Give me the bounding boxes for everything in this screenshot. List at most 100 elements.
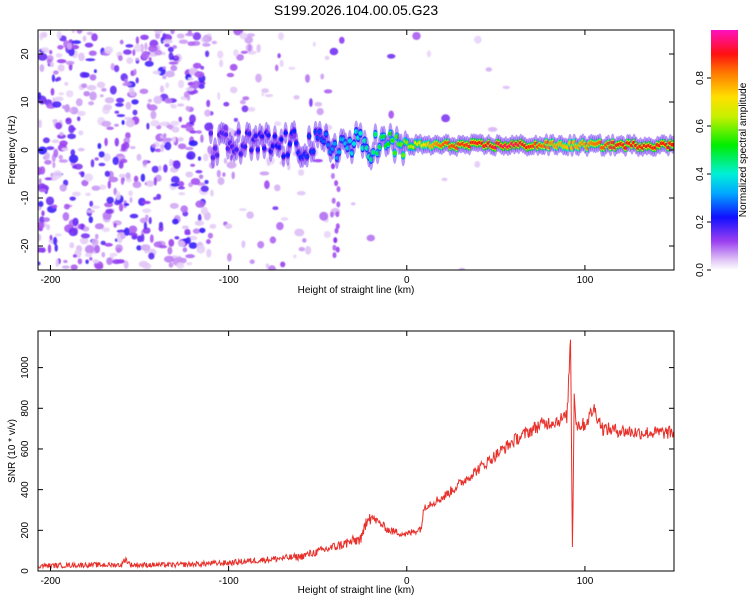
spectrogram-noise-blob <box>94 223 104 230</box>
spectrogram-noise-blob <box>116 229 127 233</box>
spectrogram-noise-blob <box>107 180 112 189</box>
spectrogram-noise-blob <box>261 92 265 97</box>
spectrogram-noise-blob <box>190 163 196 167</box>
spectrogram-noise-blob <box>63 259 68 264</box>
spectrogram-noise-blob <box>101 227 110 233</box>
spectrogram-noise-blob <box>185 237 191 244</box>
spectrogram-noise-blob <box>170 120 180 126</box>
spectrogram-noise-blob <box>190 178 201 185</box>
spectrogram-noise-blob <box>331 197 336 204</box>
spectrogram-noise-blob <box>146 122 150 130</box>
spectrogram-noise-blob <box>169 202 179 209</box>
spectrogram-noise-blob <box>188 140 198 147</box>
snr-y-tick-label: 600 <box>20 440 31 457</box>
spectrogram-noise-blob <box>177 240 186 247</box>
spectrogram-noise-blob <box>162 33 167 39</box>
spectrogram-noise-blob <box>105 208 114 214</box>
spectrogram-noise-blob <box>312 41 316 47</box>
spectrogram-noise-blob <box>164 255 174 263</box>
spectrogram-noise-blob <box>84 244 95 254</box>
spectrogram-noise-blob <box>178 39 189 44</box>
spectrogram-noise-blob <box>129 146 136 150</box>
spectrogram-noise-blob <box>68 227 78 237</box>
spectrogram-noise-blob <box>129 197 133 203</box>
spectrogram-noise-blob <box>180 205 188 213</box>
spectrogram-noise-blob <box>124 227 130 236</box>
spectrogram-noise-blob <box>280 217 289 221</box>
spectrogram-band-cell <box>283 131 288 135</box>
spectrogram-noise-blob <box>185 87 195 92</box>
colorbar-label: Normalized spectral amplitude <box>738 82 749 217</box>
spectrogram-noise-blob <box>296 191 306 196</box>
spectrogram-noise-blob <box>91 33 98 42</box>
spectrogram-noise-blob <box>184 231 191 236</box>
spectrogram-noise-blob <box>222 172 226 177</box>
spectrogram-noise-blob <box>247 50 257 55</box>
colorbar-ticks: 0.0 0.2 0.4 0.6 0.8 <box>695 71 711 277</box>
spectrogram-noise-blob <box>85 209 96 214</box>
spectrogram-noise-blob <box>170 30 175 35</box>
spectrogram-noise-blob <box>122 82 132 87</box>
colorbar-tick-label: 0.8 <box>695 71 706 85</box>
spectrogram-band-cell <box>347 139 352 143</box>
spectrogram-noise-blob <box>54 96 64 102</box>
spectrogram-noise-blob <box>172 45 178 49</box>
spectrogram-noise-blob <box>229 86 238 94</box>
spectrogram-noise-blob <box>441 177 448 182</box>
spectrogram-band-cell <box>208 131 213 135</box>
spectrogram-noise-blob <box>158 245 168 249</box>
spectrogram-noise-blob <box>247 106 256 112</box>
spectrogram-noise-blob <box>162 66 166 70</box>
snr-y-tick-label: 200 <box>20 522 31 539</box>
spectrogram-band-cell <box>255 148 260 152</box>
colorbar-tick-label: 0.0 <box>695 263 706 277</box>
spectrogram-noise-blob <box>202 34 212 43</box>
spectrogram-noise-blob <box>85 58 96 62</box>
spectrogram-noise-blob <box>51 204 58 209</box>
spectrogram-noise-blob <box>241 240 246 249</box>
spectrogram-noise-blob <box>163 137 173 142</box>
spectrogram-noise-blob <box>329 47 339 56</box>
spectrogram-noise-blob <box>80 171 85 178</box>
spectrogram-noise-blob <box>335 246 340 253</box>
spectrogram-noise-blob <box>103 104 113 111</box>
spectrogram-noise-blob <box>207 232 213 239</box>
spectrogram-noise-blob <box>89 74 97 81</box>
spectrogram-noise-blob <box>132 109 138 116</box>
spectrogram-band-cell <box>332 141 337 146</box>
spectrogram-noise-blob <box>38 221 45 229</box>
spectrogram-noise-blob <box>115 102 124 107</box>
spectrogram-noise-blob <box>144 42 148 51</box>
spectrogram-noise-blob <box>229 63 238 71</box>
spectrogram-noise-blob <box>77 258 83 265</box>
spectrogram-noise-blob <box>323 231 331 238</box>
spectrogram-noise-blob <box>94 264 104 270</box>
spectrogram-noise-blob <box>261 88 269 94</box>
spectrogram-noise-blob <box>188 242 198 249</box>
spectrogram-noise-blob <box>41 31 48 38</box>
spectrogram-noise-blob <box>180 124 188 129</box>
spectrogram-noise-blob <box>164 98 173 104</box>
spectrogram-noise-blob <box>366 234 375 242</box>
spectrogram-noise-blob <box>124 78 128 84</box>
spectrogram-noise-blob <box>178 116 183 123</box>
spectrogram-band-cell <box>262 146 267 151</box>
spectrogram-noise-blob <box>118 55 123 61</box>
spectrogram-noise-blob <box>151 143 156 148</box>
spectrogram-noise-blob <box>38 261 41 266</box>
spectrogram-noise-blob <box>177 143 187 150</box>
spectrogram-noise-blob <box>185 105 191 112</box>
spectrogram-noise-blob <box>71 30 75 34</box>
spectrogram-noise-blob <box>227 252 232 262</box>
spectrogram-noise-blob <box>66 90 74 98</box>
spectrogram-noise-blob <box>49 61 55 68</box>
spectrogram-noise-blob <box>45 196 55 206</box>
spectrogram-noise-blob <box>76 30 83 34</box>
spectrogram-noise-blob <box>153 30 163 35</box>
spectrogram-noise-blob <box>474 161 481 168</box>
spectrogram-noise-blob <box>200 206 208 215</box>
spectrogram-noise-blob <box>94 157 99 161</box>
spectrogram-noise-blob <box>54 244 58 252</box>
spectrogram-noise-blob <box>65 117 72 125</box>
spectrogram-noise-blob <box>185 254 195 259</box>
